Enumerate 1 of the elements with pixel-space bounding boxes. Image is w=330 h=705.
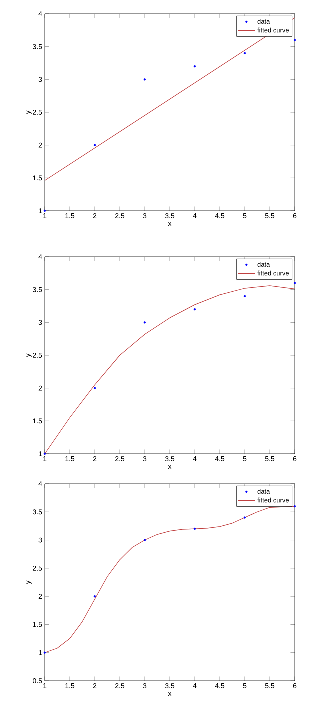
line-series — [45, 286, 295, 454]
